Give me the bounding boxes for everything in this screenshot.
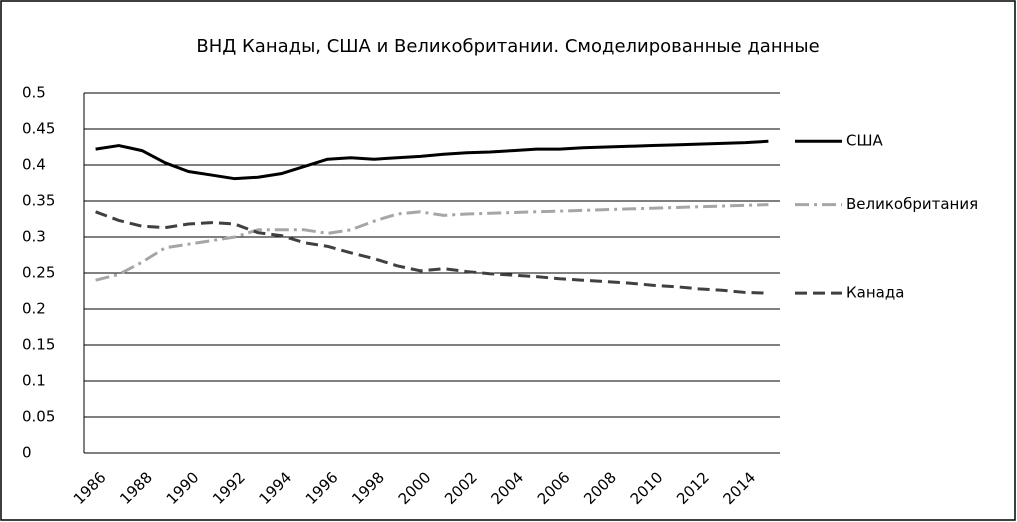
y-tick-label: 0.1 [22, 372, 46, 390]
y-tick-label: 0.5 [22, 84, 46, 102]
series-line [95, 203, 769, 282]
chart-title: ВНД Канады, США и Великобритании. Смодел… [196, 36, 819, 57]
series-line [95, 139, 769, 181]
y-tick-label: 0.2 [22, 300, 46, 318]
y-tick-label: 0 [22, 444, 32, 462]
series-line [95, 210, 769, 295]
legend-label: Великобритания [846, 195, 978, 213]
y-tick-label: 0.25 [22, 264, 55, 282]
legend-label: Канада [846, 284, 904, 302]
legend-label: США [846, 132, 884, 150]
y-tick-label: 0.05 [22, 408, 55, 426]
y-tick-label: 0.15 [22, 336, 55, 354]
y-tick-label: 0.4 [22, 156, 46, 174]
y-tick-label: 0.45 [22, 120, 55, 138]
y-tick-label: 0.3 [22, 228, 46, 246]
y-tick-label: 0.35 [22, 192, 55, 210]
